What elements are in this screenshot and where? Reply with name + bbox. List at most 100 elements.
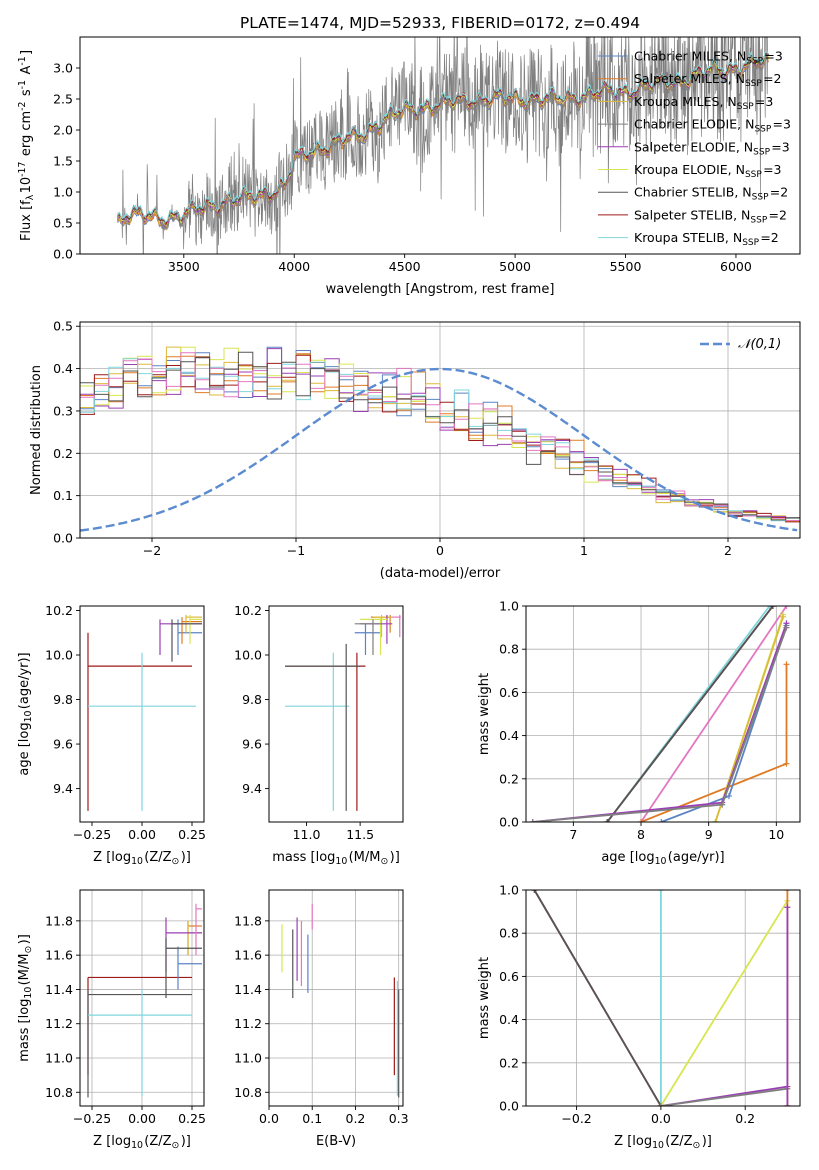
legend-label: Salpeter ELODIE, NSSP =3 bbox=[634, 139, 790, 157]
legend-label: Salpeter STELIB, NSSP =2 bbox=[634, 207, 787, 225]
axes-frame-rect bbox=[525, 605, 801, 823]
y-tick-label: 0.2 bbox=[499, 1055, 519, 1070]
plot-area bbox=[80, 346, 800, 532]
x-tick-label: 8 bbox=[637, 827, 645, 842]
y-tick-label: 1.5 bbox=[53, 154, 73, 169]
spectrum-model-line bbox=[117, 50, 769, 224]
age-vs-mass-panel: 11.0 11.5 9.4 9.6 9.8 10.0 10.2 mass [log10 (M/… bbox=[234, 603, 404, 867]
y-tick-label: 10.8 bbox=[234, 1085, 262, 1100]
plot-area bbox=[117, 37, 770, 254]
y-tick-label: 11.2 bbox=[234, 1016, 262, 1031]
x-tick-label: 0.3 bbox=[389, 1111, 409, 1126]
age-vs-metallicity-panel: −0.25 0.00 0.25 9.4 9.6 9.8 10.0 10.2 Z [log10 (… bbox=[17, 603, 206, 867]
y-tick-label: 0.0 bbox=[53, 531, 73, 546]
y-axis-label: mass weight bbox=[477, 673, 492, 755]
y-tick-label: 0.0 bbox=[499, 1099, 519, 1114]
plot-area bbox=[87, 614, 202, 811]
residual-histogram-step bbox=[80, 351, 800, 521]
axes-frame: −0.25 0.00 0.25 10.8 11.0 11.2 11.4 11.6 11.8 Z [… bbox=[17, 889, 206, 1151]
axes-frame: 3500 4000 4500 5000 5500 6000 0.0 0.5 1.0 1.5 2.0 2… bbox=[17, 36, 801, 297]
mass-weight-line bbox=[606, 606, 774, 822]
mass-weight-marker bbox=[725, 793, 732, 800]
legend-label: Salpeter MILES, NSSP =2 bbox=[634, 71, 782, 89]
spectrum-legend: Chabrier MILES, NSSP =3 Salpeter MILES, N… bbox=[598, 49, 791, 248]
residuals-panel: −2 −1 0 1 2 0.0 0.1 0.2 0.3 0.4 0.5 (data-model)/er… bbox=[29, 319, 801, 581]
y-tick-label: 0.4 bbox=[499, 728, 519, 743]
x-tick-label: 0.00 bbox=[128, 827, 156, 842]
x-tick-label: 11.5 bbox=[346, 827, 374, 842]
mass-weight-marker bbox=[769, 606, 776, 609]
x-tick-label: 0.0 bbox=[259, 1111, 279, 1126]
axes-frame-rect bbox=[79, 36, 801, 255]
mass-weight-marker bbox=[531, 890, 538, 893]
x-tick-label: 4500 bbox=[389, 259, 421, 274]
axes-frame: 11.0 11.5 9.4 9.6 9.8 10.0 10.2 mass [log10 (M/… bbox=[234, 603, 404, 867]
x-tick-label: 5000 bbox=[499, 259, 531, 274]
y-tick-label: 0.3 bbox=[53, 403, 73, 418]
residual-histogram-step bbox=[80, 353, 800, 520]
mass-weight-vs-metallicity-panel: −0.2 0.0 0.2 0.0 0.2 0.4 0.6 0.8 1.0 Z [log10 (Z/… bbox=[477, 883, 801, 1151]
mass-weight-marker bbox=[529, 819, 536, 822]
axes-frame-rect bbox=[268, 605, 404, 823]
plot-area bbox=[529, 606, 790, 822]
y-tick-label: 1.0 bbox=[499, 883, 519, 898]
mass-weight-marker bbox=[780, 613, 787, 620]
x-tick-label: 0.1 bbox=[302, 1111, 322, 1126]
y-tick-label: 9.8 bbox=[242, 692, 262, 707]
mass-weight-marker bbox=[783, 606, 790, 609]
y-tick-label: 11.4 bbox=[45, 982, 73, 997]
plot-area bbox=[531, 890, 791, 1106]
y-tick-label: 11.0 bbox=[234, 1051, 262, 1066]
y-tick-label: 10.0 bbox=[234, 647, 262, 662]
y-tick-label: 0.4 bbox=[53, 361, 73, 376]
mass-vs-metallicity-panel: −0.25 0.00 0.25 10.8 11.0 11.2 11.4 11.6 11.8 Z [… bbox=[17, 889, 206, 1151]
y-tick-label: 11.8 bbox=[234, 913, 262, 928]
y-tick-label: 0.8 bbox=[499, 642, 519, 657]
x-tick-label: −0.2 bbox=[561, 1111, 591, 1126]
residual-histogram-step bbox=[80, 352, 800, 522]
y-tick-label: 0.0 bbox=[499, 815, 519, 830]
x-tick-label: 0.2 bbox=[346, 1111, 366, 1126]
y-tick-label: 9.6 bbox=[53, 737, 73, 752]
legend-label: Chabrier STELIB, NSSP =2 bbox=[634, 185, 788, 203]
mass-weight-line bbox=[660, 1087, 788, 1106]
x-tick-label: 11.0 bbox=[293, 827, 321, 842]
legend-label: Kroupa STELIB, NSSP =2 bbox=[634, 230, 779, 248]
x-axis-label: age [log10 (age/yr)] bbox=[601, 850, 724, 867]
y-tick-label: 0.4 bbox=[499, 1012, 519, 1027]
x-tick-label: 2 bbox=[724, 543, 732, 558]
axes-frame: −0.25 0.00 0.25 9.4 9.6 9.8 10.0 10.2 Z [log10 (… bbox=[17, 603, 206, 867]
x-tick-label: 4000 bbox=[278, 259, 310, 274]
x-axis-label: Z [log10 (Z/Z⊙ )] bbox=[614, 1134, 712, 1151]
y-tick-label: 11.6 bbox=[45, 948, 73, 963]
y-tick-label: 0.6 bbox=[499, 969, 519, 984]
y-tick-label: 3.0 bbox=[53, 61, 73, 76]
y-tick-label: 11.6 bbox=[234, 948, 262, 963]
x-axis-label: Z [log10 (Z/Z⊙ )] bbox=[93, 850, 191, 867]
y-tick-label: 10.0 bbox=[45, 647, 73, 662]
x-tick-label: 0.2 bbox=[735, 1111, 755, 1126]
y-tick-label: 0.0 bbox=[53, 247, 73, 262]
y-axis-label: mass [log10 (M/M⊙ )] bbox=[17, 934, 34, 1062]
legend-label: Chabrier MILES, NSSP =3 bbox=[634, 49, 783, 67]
mass-weight-line bbox=[533, 890, 662, 1106]
mass-vs-extinction-panel: 0.0 0.1 0.2 0.3 10.8 11.0 11.2 11.4 11.6 11.8 E(B-… bbox=[234, 889, 409, 1149]
plot-area bbox=[87, 903, 202, 1098]
mass-weight-marker bbox=[657, 1103, 664, 1106]
y-tick-label: 0.5 bbox=[53, 319, 73, 334]
y-tick-label: 11.2 bbox=[45, 1016, 73, 1031]
y-tick-label: 9.8 bbox=[53, 692, 73, 707]
residual-histogram-step bbox=[80, 346, 800, 522]
mass-weight-marker bbox=[783, 760, 790, 767]
y-tick-label: 2.0 bbox=[53, 123, 73, 138]
x-tick-label: 0.25 bbox=[178, 827, 206, 842]
y-axis-label: age [log10 (age/yr)] bbox=[17, 652, 34, 775]
mass-weight-marker bbox=[783, 661, 790, 668]
y-tick-label: 1.0 bbox=[53, 185, 73, 200]
mass-weight-marker bbox=[784, 1103, 791, 1106]
mass-weight-marker bbox=[658, 819, 665, 822]
y-axis-label: Normed distribution bbox=[29, 365, 44, 495]
mass-weight-line bbox=[640, 606, 788, 822]
axes-frame: 0.0 0.1 0.2 0.3 10.8 11.0 11.2 11.4 11.6 11.8 E(B-… bbox=[234, 889, 409, 1149]
